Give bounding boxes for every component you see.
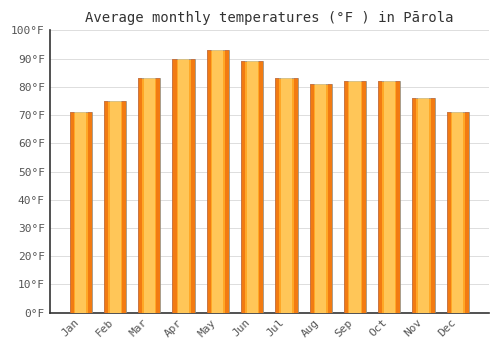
Bar [276,78,297,313]
Bar [225,50,229,313]
Bar [138,78,160,313]
Bar [212,50,224,313]
Bar [378,81,382,313]
Bar [104,101,126,313]
Bar [138,78,142,313]
Bar [156,78,160,313]
Bar [70,112,73,313]
Bar [315,84,326,313]
Bar [412,98,416,313]
Bar [178,59,189,313]
Bar [465,112,469,313]
Bar [446,112,469,313]
Bar [344,81,348,313]
Bar [412,98,434,313]
Bar [384,81,395,313]
Bar [88,112,92,313]
Bar [328,84,332,313]
Bar [191,59,195,313]
Bar [207,50,211,313]
Bar [281,78,292,313]
Bar [110,101,120,313]
Bar [246,62,258,313]
Bar [452,112,464,313]
Bar [260,62,264,313]
Bar [310,84,314,313]
Bar [396,81,400,313]
Bar [241,62,245,313]
Bar [344,81,366,313]
Bar [378,81,400,313]
Title: Average monthly temperatures (°F ) in Pārola: Average monthly temperatures (°F ) in Pā… [85,11,454,25]
Bar [207,50,229,313]
Bar [276,78,280,313]
Bar [172,59,195,313]
Bar [104,101,108,313]
Bar [310,84,332,313]
Bar [70,112,92,313]
Bar [294,78,298,313]
Bar [144,78,155,313]
Bar [172,59,176,313]
Bar [430,98,434,313]
Bar [446,112,450,313]
Bar [418,98,429,313]
Bar [122,101,126,313]
Bar [350,81,360,313]
Bar [241,62,264,313]
Bar [76,112,86,313]
Bar [362,81,366,313]
